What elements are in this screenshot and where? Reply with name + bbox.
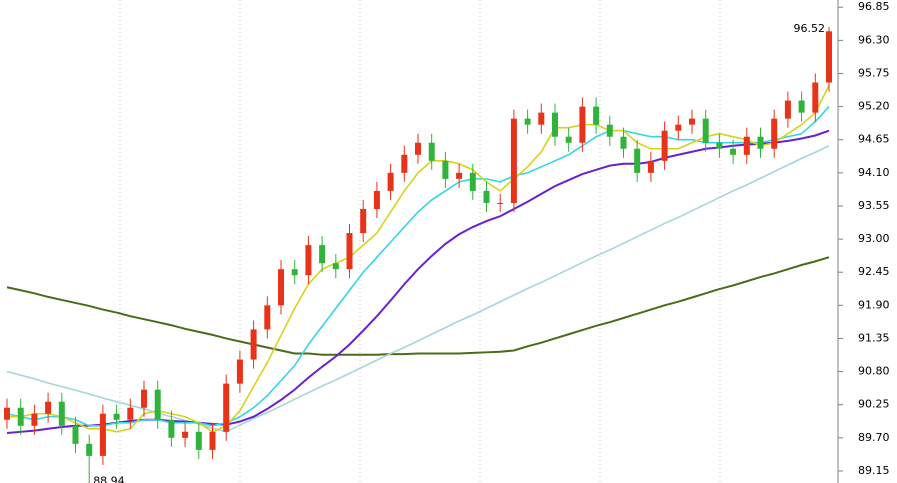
candle-body bbox=[497, 202, 504, 204]
candle-body bbox=[784, 100, 791, 119]
candle-body bbox=[332, 263, 339, 270]
candle-body bbox=[812, 82, 819, 113]
candle-body bbox=[360, 208, 367, 234]
candle-body bbox=[428, 142, 435, 161]
y-tick-label: 89.70 bbox=[858, 431, 890, 444]
y-tick-label: 89.15 bbox=[858, 464, 890, 477]
candle-body bbox=[771, 118, 778, 149]
y-tick-label: 90.25 bbox=[858, 398, 890, 411]
candle-body bbox=[141, 389, 147, 408]
candle-body bbox=[250, 329, 257, 360]
candle-body bbox=[387, 172, 394, 191]
candle-body bbox=[223, 383, 230, 432]
candle-body bbox=[593, 106, 600, 125]
candle-body bbox=[4, 407, 10, 420]
y-tick-label: 95.75 bbox=[858, 66, 890, 79]
candle-body bbox=[456, 172, 463, 179]
candle-body bbox=[195, 431, 202, 450]
candle-body bbox=[209, 431, 216, 450]
candle-body bbox=[483, 190, 490, 203]
candle-body bbox=[113, 413, 120, 420]
candle-body bbox=[319, 245, 326, 264]
candle-body bbox=[182, 431, 189, 438]
candle-body bbox=[469, 172, 476, 191]
candle-body bbox=[346, 233, 353, 270]
y-tick-label: 94.65 bbox=[858, 133, 890, 146]
y-tick-label: 91.35 bbox=[858, 331, 890, 344]
y-tick-label: 93.55 bbox=[858, 199, 890, 212]
candle-body bbox=[17, 407, 24, 426]
y-tick-label: 90.80 bbox=[858, 365, 890, 378]
candle-body bbox=[291, 269, 298, 276]
candle-body bbox=[689, 118, 695, 125]
candle-body bbox=[826, 31, 832, 83]
y-tick-label: 96.30 bbox=[858, 33, 890, 46]
candle-body bbox=[675, 124, 682, 131]
candle-body bbox=[154, 389, 161, 420]
candle-body bbox=[72, 425, 79, 444]
candle-body bbox=[99, 413, 106, 456]
candle-body bbox=[647, 160, 654, 173]
candle-body bbox=[730, 148, 737, 155]
candle-body bbox=[606, 124, 613, 137]
candle-body bbox=[278, 269, 284, 306]
candle-body bbox=[442, 160, 449, 179]
candle-body bbox=[127, 407, 134, 420]
moving-average-line bbox=[6, 256, 830, 356]
candle-body bbox=[798, 100, 805, 113]
candle-body bbox=[757, 136, 764, 149]
candle-body bbox=[31, 413, 38, 426]
candle-body bbox=[236, 359, 243, 384]
candle-body bbox=[552, 112, 558, 137]
candle-body bbox=[538, 112, 545, 125]
candle-body bbox=[579, 106, 586, 143]
candle-body bbox=[415, 142, 421, 155]
candle-body bbox=[716, 142, 723, 149]
candle-body bbox=[620, 136, 627, 149]
y-tick-label: 96.85 bbox=[858, 0, 890, 13]
y-tick-label: 95.20 bbox=[858, 100, 890, 113]
candle-body bbox=[45, 401, 52, 414]
candle-body bbox=[264, 305, 271, 330]
candle-body bbox=[168, 419, 175, 438]
y-tick-label: 93.00 bbox=[858, 232, 890, 245]
candle-body bbox=[524, 118, 531, 125]
candle-body bbox=[58, 401, 65, 426]
candle-body bbox=[373, 190, 380, 209]
candle-body bbox=[305, 245, 312, 276]
annotation: 88.94 bbox=[93, 475, 125, 483]
candle-body bbox=[661, 130, 668, 161]
y-tick-label: 94.10 bbox=[858, 166, 890, 179]
moving-average-line bbox=[6, 106, 830, 427]
y-tick-label: 92.45 bbox=[858, 265, 890, 278]
candle-body bbox=[510, 118, 517, 203]
candle-body bbox=[401, 154, 408, 173]
y-tick-label: 91.90 bbox=[858, 298, 890, 311]
annotation: 96.52 bbox=[794, 22, 826, 35]
candle-body bbox=[743, 136, 750, 155]
candle-body bbox=[565, 136, 572, 143]
candle-body bbox=[86, 443, 93, 456]
candle-body bbox=[634, 148, 641, 173]
candle-body bbox=[702, 118, 709, 143]
